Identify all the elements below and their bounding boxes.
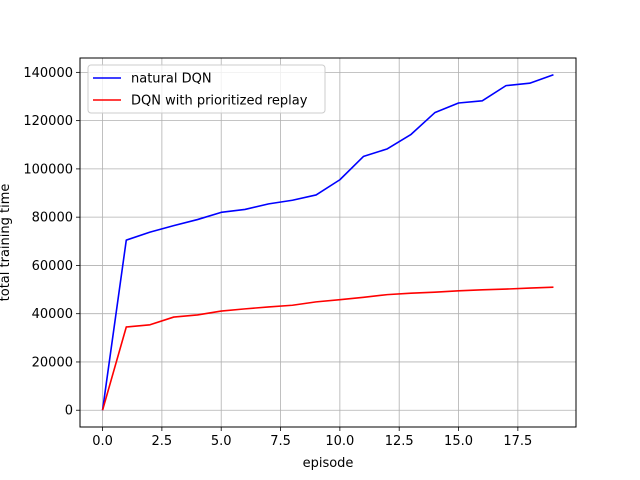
x-tick-label: 10.0 — [325, 434, 354, 449]
legend-label: DQN with prioritized replay — [131, 94, 308, 109]
series-line-0 — [101, 74, 554, 411]
x-tick-label: 5.0 — [211, 434, 232, 449]
y-axis: 0 20000 40000 60000 80000 100000 120000 140000 — [23, 66, 80, 419]
y-tick-label: 20000 — [32, 355, 73, 370]
y-axis-label: total training time — [0, 184, 13, 302]
grid-lines — [80, 58, 576, 427]
y-tick-label: 40000 — [32, 307, 73, 322]
series-lines — [101, 74, 554, 411]
y-tick-label: 120000 — [23, 114, 73, 129]
plot-frame — [79, 57, 577, 428]
legend-box — [87, 64, 326, 114]
y-tick-label: 0 — [65, 404, 73, 419]
x-tick-label: 2.5 — [152, 434, 173, 449]
legend: natural DQN DQN with prioritized replay — [87, 64, 326, 114]
y-tick-label: 80000 — [32, 211, 73, 226]
x-axis: 0.0 2.5 5.0 7.5 10.0 12.5 15.0 17.5 — [92, 427, 532, 449]
x-tick-label: 17.5 — [503, 434, 532, 449]
legend-label: natural DQN — [131, 72, 212, 87]
y-tick-label: 100000 — [23, 162, 73, 177]
x-tick-label: 12.5 — [385, 434, 414, 449]
y-tick-label: 140000 — [23, 66, 73, 81]
y-tick-label: 60000 — [32, 259, 73, 274]
series-line-1 — [101, 286, 554, 411]
x-tick-label: 0.0 — [92, 434, 113, 449]
x-tick-label: 7.5 — [270, 434, 291, 449]
x-tick-label: 15.0 — [444, 434, 473, 449]
x-axis-label: episode — [303, 456, 354, 471]
